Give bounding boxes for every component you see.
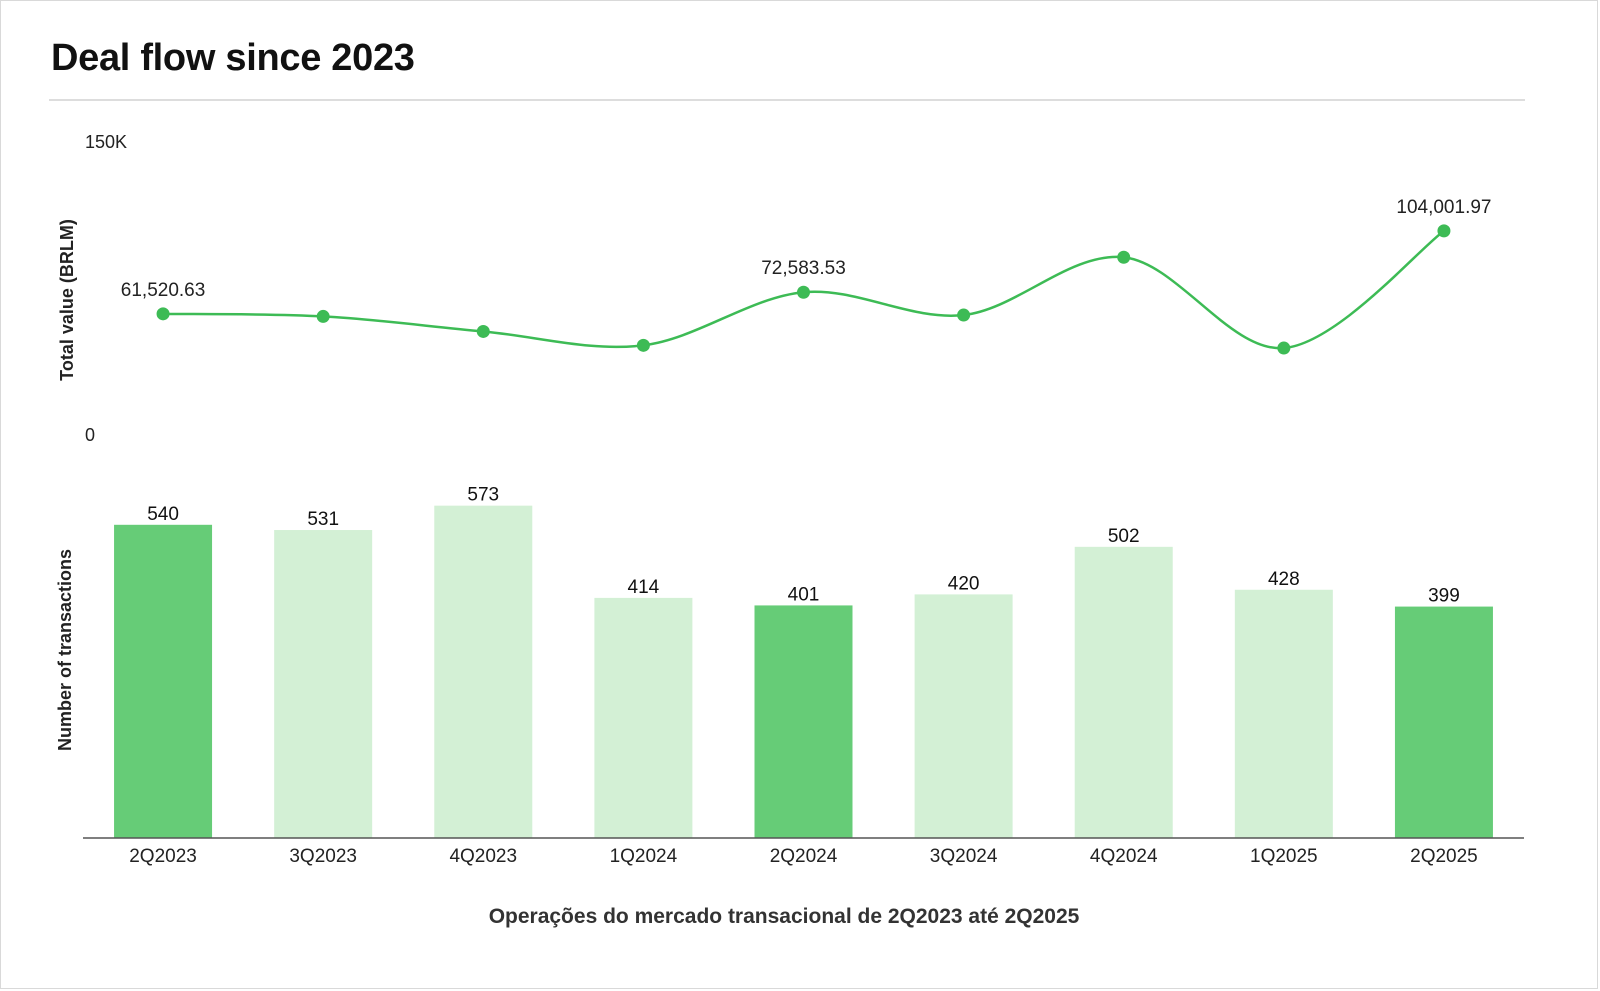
line-point-2Q2024: [797, 285, 810, 299]
bar-4Q2024: [1074, 546, 1173, 838]
line-point-2Q2023: [156, 307, 170, 321]
bar-value-label: 502: [1108, 526, 1140, 547]
bar-value-label: 414: [628, 577, 660, 598]
x-tick-label: 1Q2024: [610, 846, 678, 867]
bar-value-label: 420: [948, 573, 980, 594]
line-axis: 150K 0 Total value (BRLM): [57, 132, 127, 445]
bar-axis: Number of transactions: [55, 549, 75, 751]
total-value-line: [163, 229, 1445, 350]
line-point-1Q2025: [1277, 341, 1291, 355]
x-tick-label: 3Q2024: [930, 846, 998, 867]
line-point-4Q2024: [1117, 250, 1131, 264]
line-point-2Q2025: [1437, 224, 1451, 238]
bar-value-label: 401: [788, 584, 820, 605]
x-tick-label: 4Q2024: [1090, 846, 1158, 867]
bar-value-label: 540: [147, 504, 179, 525]
bar-value-label: 531: [307, 509, 339, 530]
x-tick-label: 1Q2025: [1250, 846, 1318, 867]
bar-2Q2024: [754, 605, 853, 838]
bar-2Q2025: [1394, 606, 1493, 838]
title-divider: [49, 99, 1525, 101]
line-ytick-min: 0: [85, 425, 95, 445]
bar-2Q2023: [114, 524, 213, 838]
bar-1Q2025: [1234, 589, 1333, 838]
line-ytick-max: 150K: [85, 132, 127, 152]
line-point-4Q2023: [476, 324, 490, 338]
line-value-label: 72,583.53: [761, 258, 846, 279]
line-y-axis-title: Total value (BRLM): [57, 219, 77, 381]
bar-y-axis-title: Number of transactions: [55, 549, 75, 751]
line-value-label: 61,520.63: [121, 280, 206, 301]
x-tick-label: 3Q2023: [289, 846, 357, 867]
bar-4Q2023: [434, 505, 533, 838]
x-axis-categories: 2Q2023 3Q2023 4Q2023 1Q2024 2Q2024 3Q2024 4Q20…: [129, 846, 1478, 867]
x-tick-label: 2Q2023: [129, 846, 197, 867]
chart-title: Deal flow since 2023: [51, 37, 415, 79]
line-point-1Q2024: [636, 338, 650, 352]
bar-value-label: 573: [467, 485, 499, 506]
line-series: 61,520.63 72,583.53 104,001.97: [121, 197, 1491, 355]
line-point-3Q2024: [957, 308, 971, 322]
line-value-label: 104,001.97: [1396, 197, 1491, 218]
x-tick-label: 4Q2023: [449, 846, 517, 867]
line-point-3Q2023: [316, 309, 330, 323]
bar-value-label: 399: [1428, 586, 1460, 607]
x-tick-label: 2Q2024: [770, 846, 838, 867]
x-axis-caption: Operações do mercado transacional de 2Q2…: [489, 905, 1080, 928]
bar-1Q2024: [594, 597, 693, 838]
x-tick-label: 2Q2025: [1410, 846, 1478, 867]
bar-3Q2023: [274, 530, 373, 838]
bar-series: 540 531 573 414 401 420 502 428 399: [114, 485, 1493, 838]
bar-3Q2024: [914, 594, 1013, 838]
bar-value-label: 428: [1268, 569, 1300, 590]
